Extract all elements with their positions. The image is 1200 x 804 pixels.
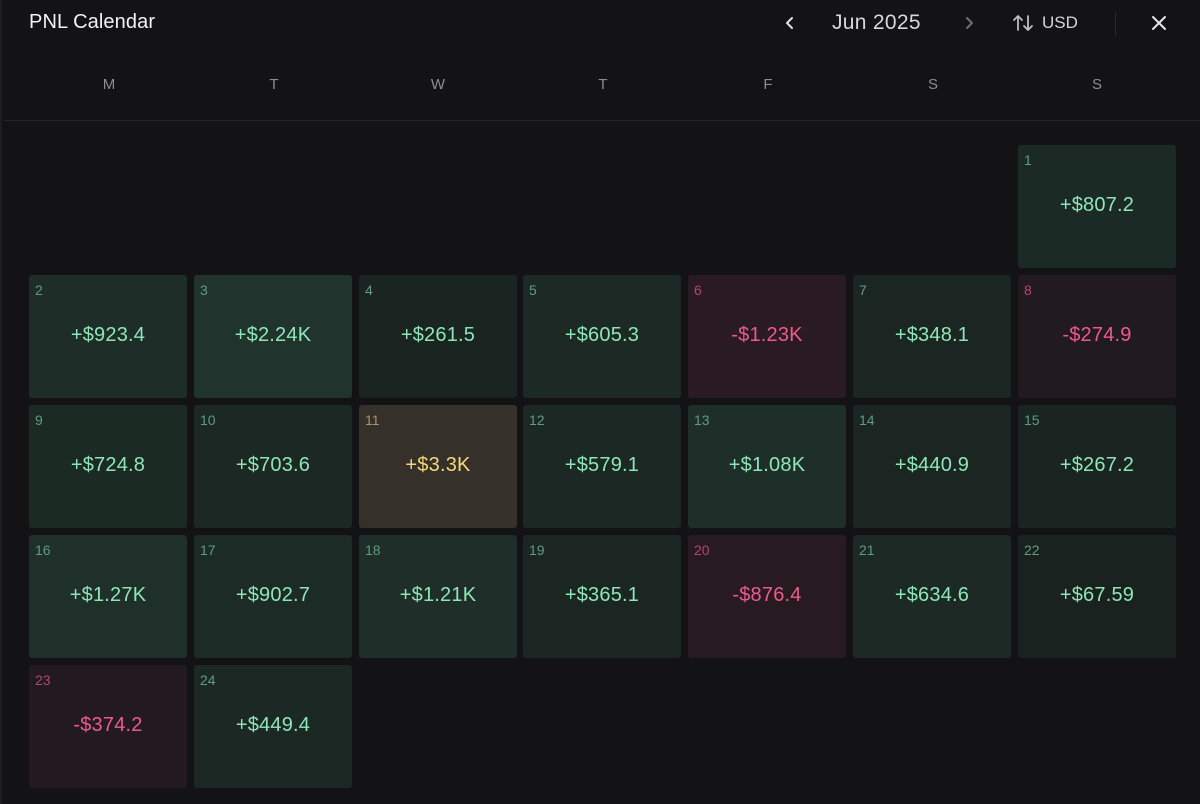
weekday-label: W — [430, 76, 446, 93]
weekday-label: S — [927, 76, 938, 93]
header-separator — [4, 120, 1200, 121]
pnl-value: -$876.4 — [732, 584, 802, 606]
pnl-value: -$274.9 — [1062, 324, 1132, 346]
day-cell[interactable]: 18 +$1.21K — [359, 535, 517, 658]
pnl-value: +$807.2 — [1059, 194, 1135, 216]
day-number: 19 — [529, 542, 545, 558]
pnl-value: +$1.21K — [399, 584, 477, 606]
pnl-value: +$579.1 — [564, 454, 640, 476]
pnl-value: +$365.1 — [564, 584, 640, 606]
day-cell[interactable]: 6 -$1.23K — [688, 275, 846, 398]
pnl-value: +$703.6 — [235, 454, 311, 476]
pnl-value: +$3.3K — [405, 454, 471, 476]
pnl-value: +$440.9 — [894, 454, 970, 476]
day-number: 15 — [1024, 412, 1040, 428]
pnl-value: +$348.1 — [894, 324, 970, 346]
day-number: 14 — [859, 412, 875, 428]
swap-vertical-icon — [1013, 15, 1033, 31]
day-cell[interactable]: 20 -$876.4 — [688, 535, 846, 658]
day-number: 2 — [35, 282, 43, 298]
day-cell[interactable]: 12 +$579.1 — [523, 405, 681, 528]
pnl-value: +$2.24K — [234, 324, 312, 346]
calendar-header: PNL Calendar Jun 2025 USD — [2, 0, 1200, 48]
day-number: 13 — [694, 412, 710, 428]
currency-label: USD — [1042, 13, 1078, 32]
day-number: 18 — [365, 542, 381, 558]
day-cell[interactable]: 3 +$2.24K — [194, 275, 352, 398]
weekday-label: T — [598, 76, 608, 93]
pnl-value: +$634.6 — [894, 584, 970, 606]
pnl-value: +$1.27K — [69, 584, 147, 606]
chevron-right-icon — [966, 17, 973, 29]
next-month-button[interactable] — [955, 8, 983, 38]
day-number: 1 — [1024, 152, 1032, 168]
pnl-value: +$1.08K — [728, 454, 806, 476]
day-cell[interactable]: 4 +$261.5 — [359, 275, 517, 398]
day-number: 16 — [35, 542, 51, 558]
day-cell[interactable]: 5 +$605.3 — [523, 275, 681, 398]
day-number: 7 — [859, 282, 867, 298]
day-number: 3 — [200, 282, 208, 298]
day-number: 10 — [200, 412, 216, 428]
prev-month-button[interactable] — [776, 8, 804, 38]
day-cell[interactable]: 15 +$267.2 — [1018, 405, 1176, 528]
pnl-value: +$902.7 — [235, 584, 311, 606]
day-number: 21 — [859, 542, 875, 558]
day-cell[interactable]: 9 +$724.8 — [29, 405, 187, 528]
day-cell[interactable]: 19 +$365.1 — [523, 535, 681, 658]
pnl-value: -$1.23K — [731, 324, 803, 346]
day-number: 22 — [1024, 542, 1040, 558]
day-number: 5 — [529, 282, 537, 298]
pnl-value: +$67.59 — [1059, 584, 1135, 606]
day-number: 23 — [35, 672, 51, 688]
pnl-value: -$374.2 — [73, 714, 143, 736]
day-number: 9 — [35, 412, 43, 428]
day-cell[interactable]: 8 -$274.9 — [1018, 275, 1176, 398]
day-number: 12 — [529, 412, 545, 428]
day-cell[interactable]: 21 +$634.6 — [853, 535, 1011, 658]
pnl-value: +$724.8 — [70, 454, 146, 476]
currency-toggle-button[interactable]: USD — [1012, 9, 1078, 37]
day-cell[interactable]: 7 +$348.1 — [853, 275, 1011, 398]
close-button[interactable] — [1145, 9, 1173, 37]
pnl-value: +$923.4 — [70, 324, 146, 346]
day-cell[interactable]: 22 +$67.59 — [1018, 535, 1176, 658]
weekday-header-row: M T W T F S S — [2, 70, 1200, 100]
weekday-label: S — [1091, 76, 1102, 93]
day-cell[interactable]: 14 +$440.9 — [853, 405, 1011, 528]
day-cell[interactable]: 17 +$902.7 — [194, 535, 352, 658]
day-number: 11 — [365, 412, 380, 428]
day-cell[interactable]: 23 -$374.2 — [29, 665, 187, 788]
day-cell[interactable]: 24 +$449.4 — [194, 665, 352, 788]
close-icon — [1152, 16, 1166, 30]
header-divider — [1115, 12, 1116, 36]
day-number: 8 — [1024, 282, 1032, 298]
pnl-value: +$267.2 — [1059, 454, 1135, 476]
day-number: 17 — [200, 542, 216, 558]
pnl-value: +$449.4 — [235, 714, 311, 736]
chevron-left-icon — [786, 17, 793, 29]
pnl-value: +$605.3 — [564, 324, 640, 346]
day-cell[interactable]: 2 +$923.4 — [29, 275, 187, 398]
day-number: 20 — [694, 542, 710, 558]
day-number: 6 — [694, 282, 702, 298]
day-number: 4 — [365, 282, 373, 298]
day-number: 24 — [200, 672, 216, 688]
day-cell[interactable]: 11 +$3.3K — [359, 405, 517, 528]
weekday-label: M — [102, 76, 116, 93]
day-cell[interactable]: 16 +$1.27K — [29, 535, 187, 658]
current-month-label: Jun 2025 — [832, 11, 921, 34]
day-cell[interactable]: 1 +$807.2 — [1018, 145, 1176, 268]
weekday-label: F — [763, 76, 773, 93]
weekday-label: T — [269, 76, 279, 93]
page-title: PNL Calendar — [29, 11, 156, 33]
day-cell[interactable]: 13 +$1.08K — [688, 405, 846, 528]
day-cell[interactable]: 10 +$703.6 — [194, 405, 352, 528]
pnl-value: +$261.5 — [400, 324, 476, 346]
